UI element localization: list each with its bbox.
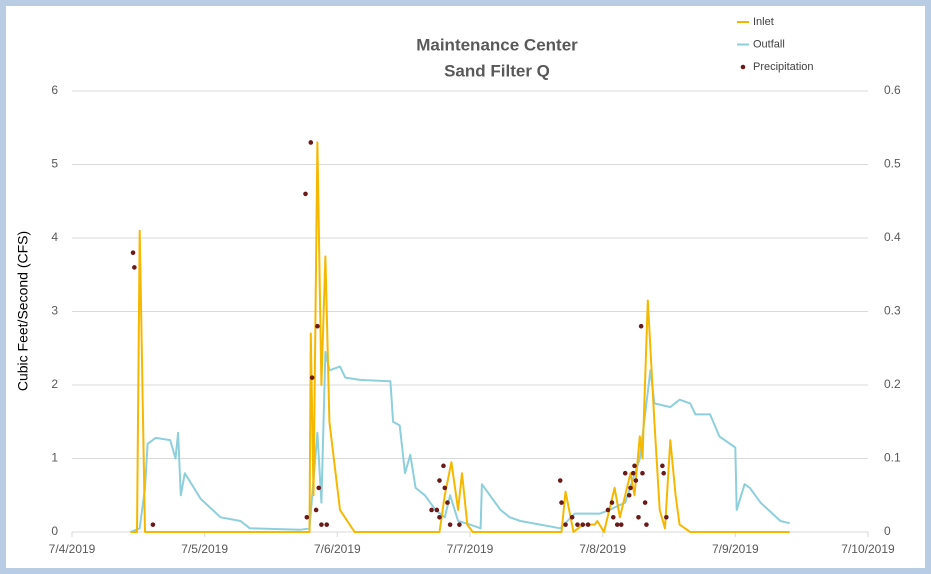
precip-point (580, 522, 586, 527)
precip-point (664, 515, 669, 520)
legend-label: Outfall (753, 38, 785, 50)
y-tick-label: 5 (51, 157, 58, 171)
y2-tick-label: 0.1 (884, 451, 901, 465)
precip-point (628, 485, 633, 491)
x-tick-label: 7/5/2019 (181, 542, 228, 556)
precip-point (313, 507, 319, 513)
chart-title: Maintenance Center (416, 35, 578, 54)
y2-tick-label: 0.6 (884, 83, 901, 97)
precip-point (605, 507, 611, 513)
y2-tick-label: 0.2 (884, 377, 901, 391)
precip-point (150, 522, 156, 527)
precip-point (626, 492, 632, 498)
precip-point (309, 375, 315, 380)
precip-point (618, 522, 624, 527)
precip-point (630, 470, 636, 476)
legend-swatch (740, 64, 746, 70)
y-tick-label: 3 (51, 304, 58, 318)
x-tick-label: 7/10/2019 (841, 542, 895, 556)
precip-point (442, 485, 448, 491)
precip-point (132, 265, 137, 270)
precip-point (638, 323, 644, 329)
precip-point (308, 140, 314, 145)
precip-point (610, 515, 616, 520)
precip-point (633, 478, 639, 483)
precip-point (457, 522, 462, 527)
precip-point (437, 478, 442, 483)
precip-point (614, 522, 620, 527)
x-tick-label: 7/6/2019 (314, 542, 361, 556)
y-tick-label: 4 (51, 230, 58, 244)
precip-point (569, 515, 575, 520)
precip-point (559, 500, 564, 505)
y2-tick-label: 0.3 (884, 304, 901, 318)
precip-point (660, 463, 665, 469)
precip-point (636, 515, 641, 520)
precip-point (441, 463, 446, 469)
y-tick-label: 6 (51, 83, 58, 97)
y2-tick-label: 0.4 (884, 230, 901, 244)
series-line (130, 350, 790, 533)
precip-point (609, 500, 615, 505)
precip-point (437, 515, 442, 520)
y-tick-label: 0 (51, 524, 58, 538)
precip-point (303, 191, 308, 197)
precip-point (585, 522, 591, 527)
y2-tick-label: 0 (884, 524, 891, 538)
precip-point (661, 470, 666, 476)
y2-tick-label: 0.5 (884, 157, 901, 171)
precip-point (315, 323, 320, 329)
x-tick-label: 7/9/2019 (712, 542, 759, 556)
precip-point (304, 515, 310, 520)
series-line (130, 141, 790, 533)
chart-subtitle: Sand Filter Q (444, 61, 550, 80)
legend-label: Precipitation (753, 61, 814, 73)
y-axis-title: Cubic Feet/Second (CFS) (15, 231, 31, 391)
precip-point (557, 478, 563, 483)
precip-point (563, 522, 568, 527)
precip-point (316, 485, 322, 491)
y-tick-label: 1 (51, 451, 58, 465)
x-tick-label: 7/8/2019 (579, 542, 626, 556)
precip-point (632, 463, 637, 469)
precip-point (434, 507, 440, 513)
precip-point (640, 470, 645, 476)
precip-point (644, 522, 649, 527)
precip-point (575, 522, 580, 527)
legend-label: Inlet (753, 16, 774, 28)
precip-point (429, 507, 434, 513)
x-tick-label: 7/4/2019 (49, 542, 96, 556)
precip-point (130, 250, 136, 255)
chart-area (6, 6, 925, 568)
precip-point (447, 522, 453, 527)
precip-point (324, 522, 330, 527)
y-tick-label: 2 (51, 377, 58, 391)
precip-point (445, 500, 450, 505)
precip-point (319, 522, 324, 527)
precip-point (622, 470, 628, 476)
x-tick-label: 7/7/2019 (447, 542, 494, 556)
precip-point (642, 500, 648, 505)
